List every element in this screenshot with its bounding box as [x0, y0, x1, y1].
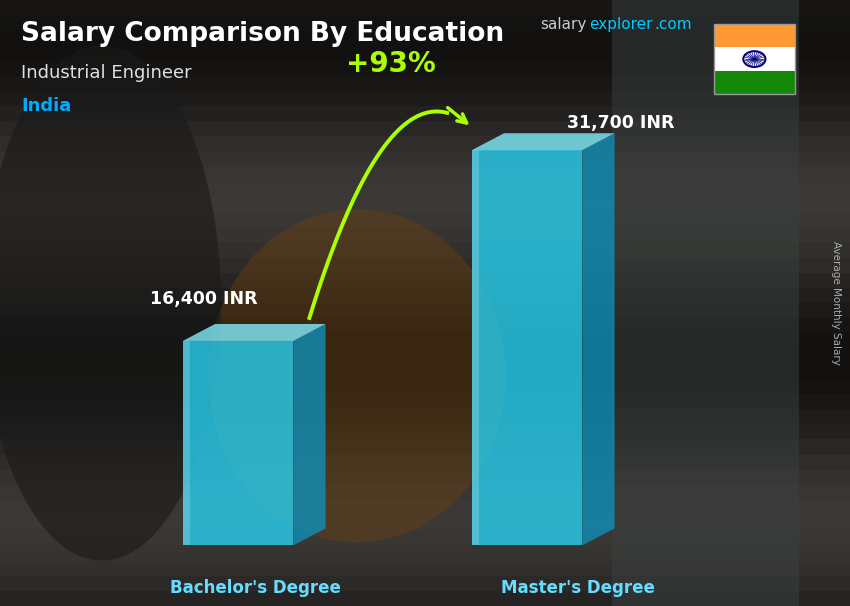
Bar [0, 227, 850, 242]
Text: salary: salary [540, 17, 586, 32]
Text: Salary Comparison By Education: Salary Comparison By Education [21, 21, 504, 47]
Bar [0, 30, 850, 45]
Bar [0, 348, 850, 364]
Bar [714, 24, 795, 94]
Bar [0, 545, 850, 561]
Bar [0, 561, 850, 576]
Text: India: India [21, 97, 71, 115]
Bar [0, 394, 850, 409]
Bar [0, 288, 850, 303]
Polygon shape [183, 341, 293, 545]
Bar [0, 439, 850, 454]
Bar [0, 0, 850, 15]
Bar [0, 364, 850, 379]
Bar [0, 91, 850, 106]
Bar [0, 61, 850, 76]
Bar [0, 333, 850, 348]
Bar [714, 47, 795, 71]
Polygon shape [582, 133, 615, 545]
Polygon shape [472, 150, 479, 545]
Bar [0, 76, 850, 91]
Text: 16,400 INR: 16,400 INR [150, 290, 258, 308]
Bar [0, 500, 850, 515]
Bar [0, 121, 850, 136]
Bar [0, 136, 850, 152]
Text: explorer: explorer [589, 17, 653, 32]
Bar [0, 45, 850, 61]
Bar [612, 0, 799, 606]
Polygon shape [472, 150, 582, 545]
Text: +93%: +93% [346, 50, 435, 78]
Polygon shape [472, 133, 615, 150]
Bar [714, 24, 795, 47]
Text: Master's Degree: Master's Degree [501, 579, 655, 597]
Polygon shape [183, 324, 326, 341]
Bar [0, 152, 850, 167]
Bar [0, 515, 850, 530]
Bar [0, 470, 850, 485]
Bar [0, 197, 850, 212]
Text: Bachelor's Degree: Bachelor's Degree [169, 579, 341, 597]
Text: .com: .com [654, 17, 692, 32]
Bar [0, 318, 850, 333]
Bar [0, 273, 850, 288]
Polygon shape [183, 341, 190, 545]
Bar [0, 212, 850, 227]
Bar [0, 258, 850, 273]
Bar [0, 591, 850, 606]
Bar [0, 167, 850, 182]
Bar [0, 182, 850, 197]
Text: Industrial Engineer: Industrial Engineer [21, 64, 192, 82]
Bar [0, 15, 850, 30]
Ellipse shape [0, 45, 221, 561]
Bar [0, 454, 850, 470]
Bar [0, 424, 850, 439]
Ellipse shape [208, 209, 506, 542]
Text: Average Monthly Salary: Average Monthly Salary [830, 241, 841, 365]
Bar [0, 576, 850, 591]
Bar [0, 530, 850, 545]
Text: 31,700 INR: 31,700 INR [567, 114, 674, 132]
Bar [0, 303, 850, 318]
Bar [0, 106, 850, 121]
Bar [0, 379, 850, 394]
Bar [0, 242, 850, 258]
Bar [0, 409, 850, 424]
Bar [714, 71, 795, 94]
Polygon shape [293, 324, 326, 545]
Bar [0, 485, 850, 500]
